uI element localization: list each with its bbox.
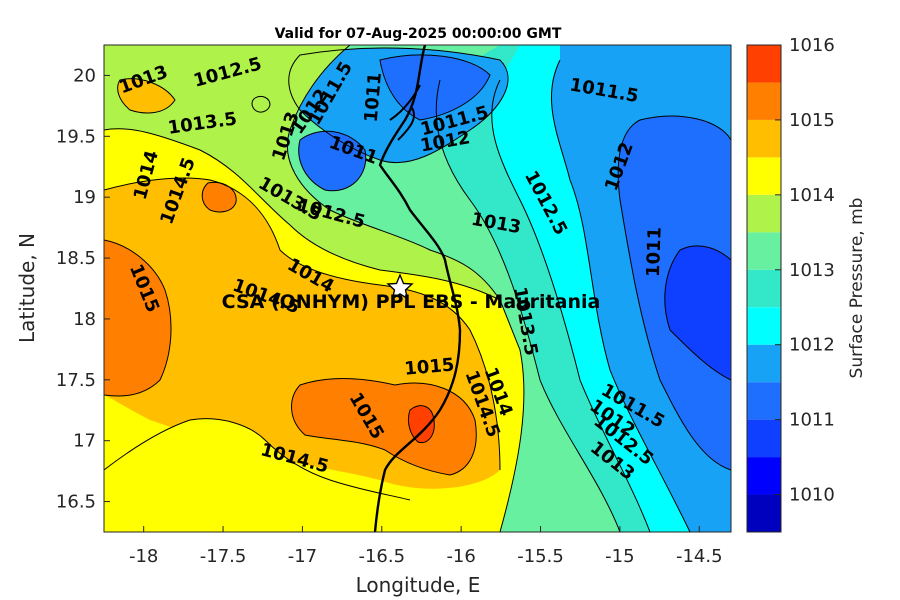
- map-title: Valid for 07-Aug-2025 00:00:00 GMT: [275, 26, 562, 42]
- colorbar-tick-label: 1015: [789, 110, 835, 131]
- colorbar: 1010 1011 1012 1013 1014 1015 1016: [746, 35, 835, 533]
- colorbar-swatch: [747, 382, 781, 420]
- x-tick-label: -18: [129, 546, 158, 567]
- y-axis-label: Latitude, N: [15, 233, 39, 343]
- x-tick-label: -15: [605, 546, 634, 567]
- colorbar-tick-label: 1010: [789, 485, 835, 506]
- coastline: [373, 45, 462, 532]
- fill-1015-south: [291, 378, 477, 475]
- y-tick-label: 17: [73, 431, 96, 452]
- colorbar-tick-label: 1013: [789, 260, 835, 281]
- colorbar-swatch: [747, 494, 781, 532]
- site-label: CSA (ONHYM) PPL EBS - Mauritania: [222, 291, 601, 313]
- colorbar-swatch: [747, 194, 781, 233]
- y-tick-label: 19: [73, 187, 96, 208]
- colorbar-swatch: [747, 45, 781, 83]
- colorbar-swatch: [747, 269, 781, 308]
- colorbar-swatch: [747, 232, 781, 270]
- colorbar-frame: [746, 44, 782, 533]
- colorbar-tick-label: 1016: [789, 35, 835, 56]
- y-tick-label: 20: [73, 65, 96, 86]
- colorbar-swatch: [747, 119, 781, 158]
- isobars: [104, 45, 731, 532]
- contour-label: 1011: [361, 71, 386, 123]
- fill-1015-west: [104, 240, 172, 397]
- x-tick-label: -14.5: [676, 546, 723, 567]
- x-axis-label: Longitude, E: [356, 573, 481, 597]
- plot-frame: [103, 44, 732, 533]
- y-axis-ticks: 16.5 17 17.5 18 18.5 19 19.5 20: [56, 65, 110, 513]
- colorbar-swatch: [747, 344, 781, 383]
- colorbar-swatch: [747, 419, 781, 458]
- coastline-inlet: [389, 84, 421, 141]
- site-marker-star: [386, 273, 414, 300]
- x-tick-label: -17.5: [200, 546, 247, 567]
- x-axis-ticks: -18 -17.5 -17 -16.5 -16 -15.5 -15 -14.5: [129, 526, 723, 567]
- fill-1010-5-region: [664, 245, 731, 380]
- colorbar-swatch: [747, 82, 781, 120]
- colorbar-tick-label: 1012: [789, 335, 835, 356]
- fill-1015-5-core: [408, 405, 435, 443]
- colorbar-label: Surface Pressure, mb: [847, 198, 867, 379]
- y-tick-label: 19.5: [56, 126, 96, 147]
- y-tick-label: 17.5: [56, 370, 96, 391]
- fill-1015-north-blob: [202, 182, 237, 212]
- y-tick-label: 18: [73, 309, 96, 330]
- y-tick-label: 16.5: [56, 492, 96, 513]
- colorbar-tick-label: 1011: [789, 410, 835, 431]
- x-tick-label: -16: [446, 546, 475, 567]
- contour-label: 1011: [643, 227, 666, 278]
- y-tick-label: 18.5: [56, 248, 96, 269]
- colorbar-swatch: [747, 157, 781, 195]
- x-tick-label: -16.5: [358, 546, 405, 567]
- contour-label: 1015: [403, 354, 455, 379]
- colorbar-swatch: [747, 307, 781, 345]
- colorbar-tick-label: 1014: [789, 185, 835, 206]
- x-tick-label: -15.5: [517, 546, 564, 567]
- x-tick-label: -17: [288, 546, 317, 567]
- colorbar-swatch: [747, 457, 781, 495]
